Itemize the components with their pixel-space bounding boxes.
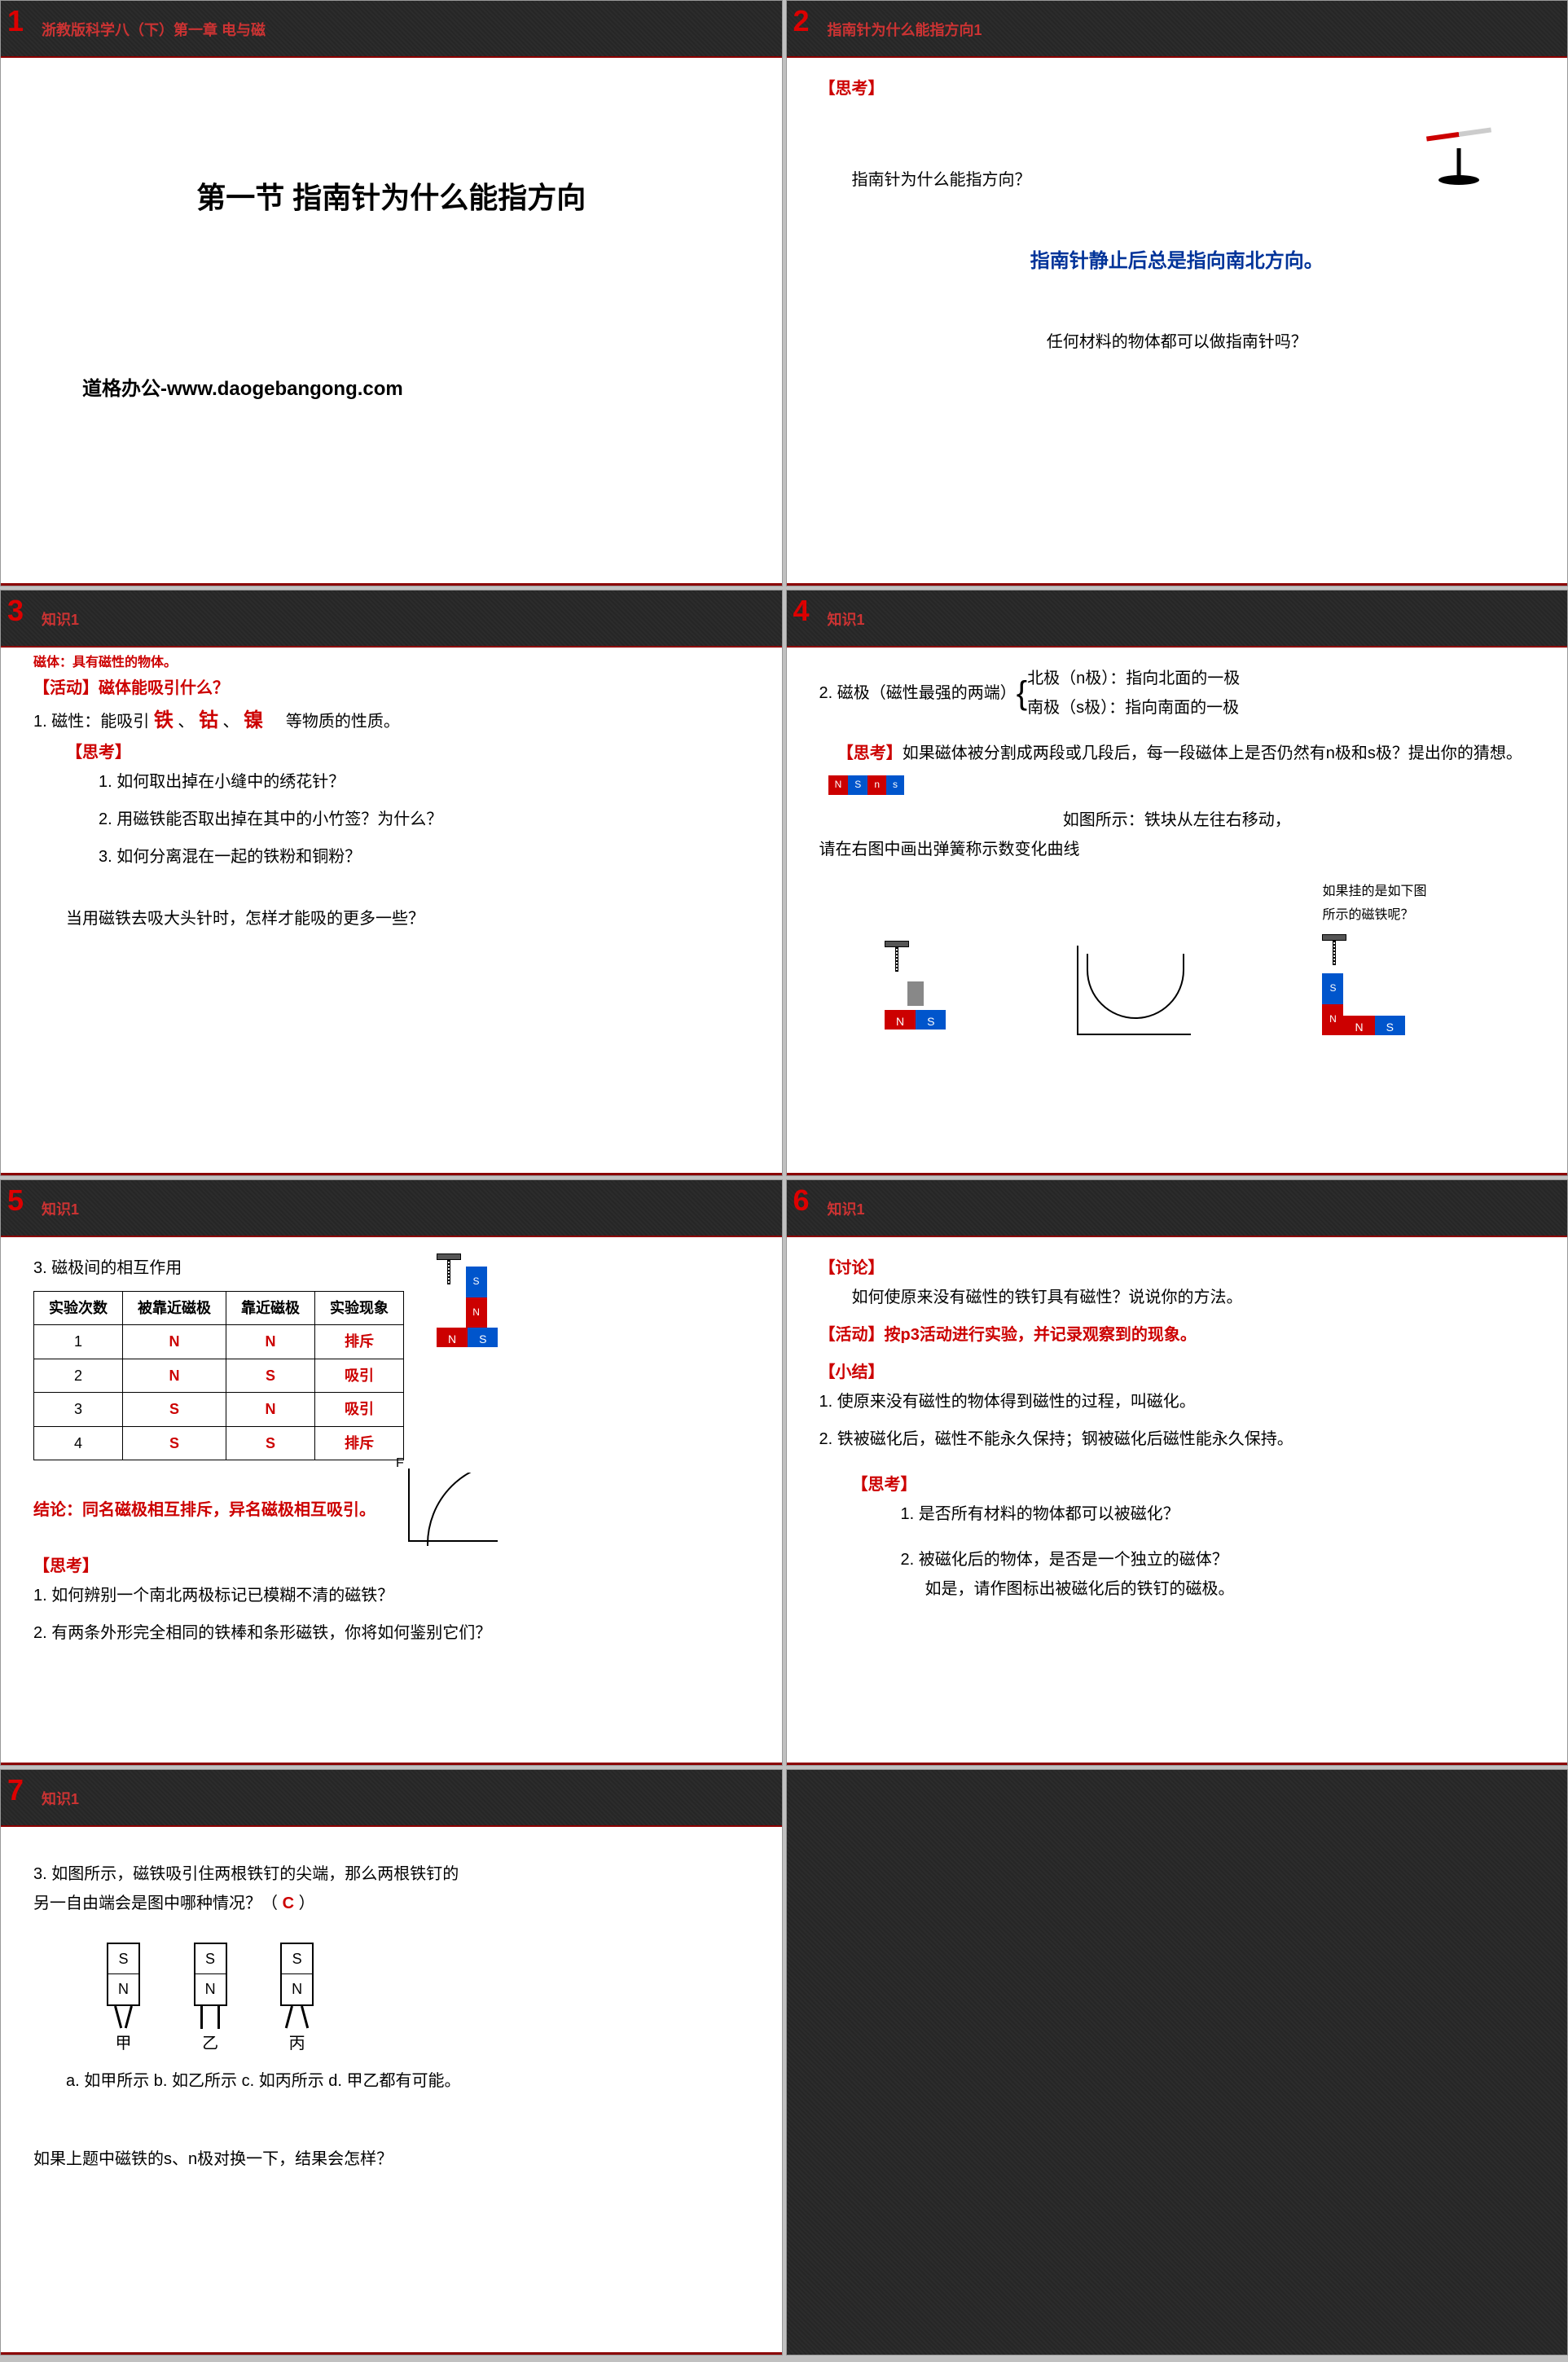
header-text: 指南针为什么能指方向1	[828, 19, 982, 40]
conclusion-text: 同名磁极相互排斥，异名磁极相互吸引。	[82, 1501, 376, 1519]
thinking-q3: 3. 如何分离混在一起的铁粉和铜粉？	[33, 842, 749, 871]
summary-label: 【小结】	[819, 1363, 885, 1381]
slide-2: 2 指南针为什么能指方向1 【思考】 指南针为什么能指方向？ 指南针静止后总是指…	[786, 0, 1568, 586]
slide-3: 3 知识1 磁体：具有磁性的物体。 【活动】磁体能吸引什么？ 1. 磁性：能吸引…	[0, 590, 783, 1176]
spring-magnet-left: NS	[885, 941, 946, 1035]
discuss-question: 如何使原来没有磁性的铁钉具有磁性？说说你的方法。	[819, 1283, 1535, 1312]
header-text: 浙教版科学八（下）第一章 电与磁	[42, 19, 266, 40]
thinking-q2-l2: 如是，请作图标出被磁化后的铁钉的磁极。	[819, 1574, 1535, 1604]
slide-number: 7	[7, 1773, 24, 1807]
slide-number: 3	[7, 594, 24, 628]
slide-6: 6 知识1 【讨论】 如何使原来没有磁性的铁钉具有磁性？说说你的方法。 【活动】…	[786, 1179, 1568, 1766]
activity-label: 【活动】	[33, 679, 99, 697]
slide-1: 1 浙教版科学八（下）第一章 电与磁 第一节 指南针为什么能指方向 道格办公-w…	[0, 0, 783, 586]
slide-header: 浙教版科学八（下）第一章 电与磁	[1, 1, 782, 58]
bottom-border	[1, 583, 782, 586]
conclusion-label: 结论：	[33, 1501, 82, 1519]
bottom-border	[787, 1763, 1568, 1765]
slide-content: 【讨论】 如何使原来没有磁性的铁钉具有磁性？说说你的方法。 【活动】按p3活动进…	[787, 1237, 1568, 1620]
slide-content: 2. 磁极（磁性最强的两端） { 北极（n极）：指向北面的一极 南极（s极）：指…	[787, 648, 1568, 1051]
slide-number: 2	[793, 4, 810, 38]
header-text: 知识1	[828, 1198, 865, 1219]
answer: C	[283, 1894, 294, 1912]
thinking-label: 【思考】	[852, 1476, 917, 1494]
magnet-diagram-small: NSns	[828, 775, 904, 795]
compass-icon	[1426, 120, 1491, 185]
slide-header: 知识1	[1, 1180, 782, 1237]
activity-text: 按p3活动进行实验，并记录观察到的现象。	[885, 1326, 1197, 1344]
thinking-label: 【思考】	[837, 744, 903, 762]
slide-number: 1	[7, 4, 24, 38]
slide-content: 3. 磁极间的相互作用 实验次数 被靠近磁极 靠近磁极 实验现象 1NN排斥 2…	[1, 1237, 782, 1664]
pole-definition: 2. 磁极（磁性最强的两端） { 北极（n极）：指向北面的一极 南极（s极）：指…	[819, 664, 1535, 722]
slide-header: 指南针为什么能指方向1	[787, 1, 1568, 58]
question-text-2: 另一自由端会是图中哪种情况？（	[33, 1894, 278, 1912]
thinking-label: 【思考】	[66, 744, 131, 762]
question-text-1: 3. 如图所示，磁铁吸引住两根铁钉的尖端，那么两根铁钉的	[33, 1865, 459, 1883]
bottom-question: 如果上题中磁铁的s、n极对换一下，结果会怎样？	[33, 2145, 749, 2174]
bottom-border	[1, 2352, 782, 2355]
bottom-border	[787, 1173, 1568, 1175]
thinking-q2: 2. 用磁铁能否取出掉在其中的小竹签？为什么？	[33, 805, 749, 834]
discuss-label: 【讨论】	[819, 1259, 885, 1277]
thinking-q1: 1. 如何取出掉在小缝中的绣花针？	[33, 767, 749, 797]
options-text: a. 如甲所示 b. 如乙所示 c. 如丙所示 d. 甲乙都有可能。	[66, 2066, 749, 2096]
slide-header: 知识1	[1, 1770, 782, 1827]
option-bing: SN 丙	[280, 1943, 314, 2058]
subtitle: 磁体：具有磁性的物体。	[33, 656, 177, 670]
thinking-label: 【思考】	[33, 1557, 99, 1575]
bottom-border	[1, 1763, 782, 1765]
lesson-title: 第一节 指南针为什么能指方向	[33, 172, 749, 225]
options-figures: SN 甲 SN 乙 SN 丙	[82, 1943, 749, 2058]
slide-header: 知识1	[1, 590, 782, 648]
bottom-question: 当用磁铁去吸大头针时，怎样才能吸的更多一些？	[33, 904, 749, 933]
force-curve: F	[408, 1469, 498, 1552]
slide-header: 知识1	[787, 590, 1568, 648]
header-text: 知识1	[42, 1788, 79, 1809]
slide-5: 5 知识1 3. 磁极间的相互作用 实验次数 被靠近磁极 靠近磁极 实验现象 1…	[0, 1179, 783, 1766]
question-2: 任何材料的物体都可以做指南针吗？	[819, 327, 1535, 357]
section-title: 3. 磁极间的相互作用	[33, 1253, 404, 1283]
brace-icon: {	[1017, 664, 1027, 722]
slide-number: 4	[793, 594, 810, 628]
slide-content: 第一节 指南针为什么能指方向 道格办公-www.daogebangong.com	[1, 58, 782, 423]
summary-2: 2. 铁被磁化后，磁性不能永久保持；钢被磁化后磁性能永久保持。	[819, 1425, 1535, 1454]
thinking-q2: 2. 有两条外形完全相同的铁棒和条形磁铁，你将如何鉴别它们？	[33, 1618, 749, 1648]
slide-content: 【思考】 指南针为什么能指方向？ 指南针静止后总是指向南北方向。 任何材料的物体…	[787, 58, 1568, 373]
slide-7: 7 知识1 3. 如图所示，磁铁吸引住两根铁钉的尖端，那么两根铁钉的 另一自由端…	[0, 1769, 783, 2355]
slide-content: 3. 如图所示，磁铁吸引住两根铁钉的尖端，那么两根铁钉的 另一自由端会是图中哪种…	[1, 1827, 782, 2190]
slide-content: 【活动】磁体能吸引什么？ 1. 磁性：能吸引 铁 、 钴 、 镍 等物质的性质。…	[1, 674, 782, 950]
header-text: 知识1	[42, 608, 79, 630]
empty-panel	[787, 1770, 1568, 2355]
magnetic-definition: 1. 磁性：能吸引 铁 、 钴 、 镍 等物质的性质。	[33, 703, 749, 738]
activity-question: 磁体能吸引什么？	[99, 679, 229, 697]
figure-row: NS 如果挂的是如下图 所示的磁铁呢？ SN NS	[819, 880, 1535, 1035]
header-text: 知识1	[42, 1198, 79, 1219]
figure-caption-2: 请在右图中画出弹簧称示数变化曲线	[819, 835, 1535, 864]
question-1: 指南针为什么能指方向？	[819, 171, 1031, 189]
slide-number: 6	[793, 1183, 810, 1218]
slide-number: 5	[7, 1183, 24, 1218]
option-jia: SN 甲	[107, 1943, 140, 2058]
bottom-border	[1, 1173, 782, 1175]
slide-4: 4 知识1 2. 磁极（磁性最强的两端） { 北极（n极）：指向北面的一极 南极…	[786, 590, 1568, 1176]
thinking-q2-l1: 2. 被磁化后的物体，是否是一个独立的磁体？	[819, 1545, 1535, 1574]
header-text: 知识1	[828, 608, 865, 630]
bottom-border	[787, 583, 1568, 586]
thinking-q1: 1. 是否所有材料的物体都可以被磁化？	[819, 1499, 1535, 1529]
thinking-label: 【思考】	[819, 80, 885, 98]
spring-magnet-fig: SN NS	[437, 1253, 498, 1347]
option-yi: SN 乙	[194, 1943, 227, 2058]
slide-empty	[786, 1769, 1568, 2355]
figure-caption-1: 如图所示：铁块从左往右移动，	[819, 806, 1535, 835]
curve-chart-u	[1077, 946, 1191, 1035]
summary-1: 1. 使原来没有磁性的物体得到磁性的过程，叫磁化。	[819, 1387, 1535, 1416]
key-statement: 指南针静止后总是指向南北方向。	[819, 244, 1535, 279]
thinking-q1: 1. 如何辨别一个南北两极标记已模糊不清的磁铁？	[33, 1581, 749, 1610]
activity-label: 【活动】	[819, 1326, 885, 1344]
fig-q2: 如果挂的是如下图 所示的磁铁呢？ SN NS	[1322, 880, 1469, 1035]
source-link: 道格办公-www.daogebangong.com	[82, 371, 749, 406]
experiment-table: 实验次数 被靠近磁极 靠近磁极 实验现象 1NN排斥 2NS吸引 3SN吸引 4…	[33, 1291, 404, 1460]
slide-header: 知识1	[787, 1180, 1568, 1237]
